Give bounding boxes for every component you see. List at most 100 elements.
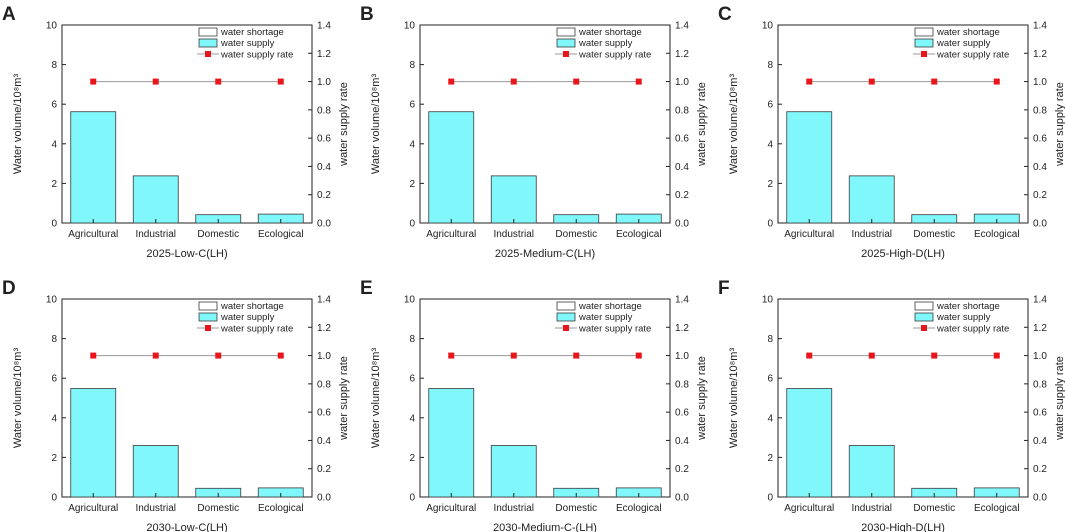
- supply-bar: [490, 175, 537, 224]
- y-tick-label: 2: [767, 179, 773, 190]
- y2-tick-label: 1.4: [675, 21, 689, 32]
- rate-marker: [510, 352, 517, 359]
- y2-tick-label: 0.4: [675, 436, 689, 447]
- y2-tick-label: 0.0: [317, 219, 331, 230]
- x-tick-label: Industrial: [851, 503, 892, 514]
- y2-tick-label: 0.2: [1033, 464, 1047, 475]
- rate-marker: [215, 78, 222, 85]
- y-axis-title: Water volume/10⁸m³: [12, 74, 24, 175]
- supply-bar: [132, 175, 179, 224]
- y2-tick-label: 0.8: [1033, 105, 1047, 116]
- rate-marker: [448, 352, 455, 359]
- legend-label-supply: water supply: [578, 38, 633, 49]
- supply-bar: [490, 445, 537, 498]
- y-tick-label: 8: [409, 60, 415, 71]
- legend-swatch-rate-marker: [205, 51, 211, 57]
- legend-swatch-supply: [556, 312, 576, 322]
- legend-swatch-supply: [914, 312, 934, 322]
- legend-swatch-supply: [556, 38, 576, 48]
- panel-letter: D: [2, 278, 16, 299]
- y-tick-label: 8: [767, 60, 773, 71]
- y2-tick-label: 1.2: [317, 49, 331, 60]
- y2-tick-label: 0.4: [317, 436, 331, 447]
- y2-tick-label: 0.4: [317, 162, 331, 173]
- y2-tick-label: 0.0: [675, 219, 689, 230]
- supply-bar: [786, 388, 833, 498]
- x-tick-label: Industrial: [135, 229, 176, 240]
- legend-swatch-supply: [198, 38, 218, 48]
- supply-bar: [786, 111, 833, 224]
- x-axis-title: 2030-Medium-C-(LH): [493, 522, 597, 532]
- supply-bar: [848, 445, 895, 498]
- legend-label-rate: water supply rate: [220, 324, 293, 335]
- rate-marker: [510, 78, 517, 85]
- y2-tick-label: 1.0: [1033, 77, 1047, 88]
- y2-tick-label: 0.4: [1033, 162, 1047, 173]
- x-tick-label: Ecological: [616, 503, 662, 514]
- y2-tick-label: 0.6: [675, 134, 689, 145]
- y2-tick-label: 0.6: [1033, 134, 1047, 145]
- y-tick-label: 0: [767, 219, 773, 230]
- chart-panel-E: E 0 2 4 6 8 10 0.0 0.2 0.4 0.6 0.8 1.0 1.2 1.4 Water vo…: [360, 278, 708, 532]
- y2-tick-label: 1.0: [675, 77, 689, 88]
- legend-label-rate: water supply rate: [578, 324, 651, 335]
- rate-marker: [993, 352, 1000, 359]
- y2-axis-title: water supply rate: [1054, 82, 1065, 167]
- y2-axis-title: water supply rate: [338, 82, 350, 167]
- y-tick-label: 4: [409, 413, 415, 424]
- y-tick-label: 10: [46, 21, 58, 32]
- y-tick-label: 8: [51, 334, 57, 345]
- legend-swatch-supply: [198, 312, 218, 322]
- y2-tick-label: 1.4: [317, 21, 331, 32]
- rate-marker: [806, 78, 813, 85]
- x-tick-label: Domestic: [913, 503, 955, 514]
- rate-marker: [277, 78, 284, 85]
- y2-tick-label: 1.4: [675, 295, 689, 306]
- y2-axis-title: water supply rate: [696, 356, 708, 441]
- x-tick-label: Agricultural: [784, 503, 834, 514]
- y-tick-label: 2: [409, 453, 415, 464]
- x-tick-label: Ecological: [258, 503, 304, 514]
- rate-marker: [90, 78, 97, 85]
- y2-tick-label: 1.2: [1033, 49, 1047, 60]
- rate-marker: [573, 78, 580, 85]
- y-tick-label: 2: [767, 453, 773, 464]
- legend-label-rate: water supply rate: [578, 50, 651, 61]
- y2-tick-label: 1.2: [317, 323, 331, 334]
- legend-label-shortage: water shortage: [578, 301, 642, 312]
- rate-marker: [868, 78, 875, 85]
- y-tick-label: 10: [762, 21, 774, 32]
- y2-axis-title: water supply rate: [1054, 356, 1065, 441]
- y2-tick-label: 0.8: [675, 379, 689, 390]
- y2-tick-label: 0.8: [675, 105, 689, 116]
- y2-tick-label: 1.4: [1033, 295, 1047, 306]
- y-tick-label: 6: [51, 100, 57, 111]
- rate-marker: [868, 352, 875, 359]
- x-tick-label: Industrial: [135, 503, 176, 514]
- rate-marker: [448, 78, 455, 85]
- legend-label-rate: water supply rate: [936, 324, 1009, 335]
- y-tick-label: 10: [762, 295, 774, 306]
- y2-tick-label: 1.0: [1033, 351, 1047, 362]
- y2-tick-label: 0.8: [1033, 379, 1047, 390]
- y-tick-label: 0: [51, 219, 57, 230]
- y2-tick-label: 0.6: [317, 134, 331, 145]
- y-tick-label: 6: [767, 100, 773, 111]
- legend-label-supply: water supply: [936, 38, 991, 49]
- legend-label-shortage: water shortage: [936, 27, 1000, 38]
- y2-tick-label: 0.0: [1033, 493, 1047, 504]
- x-axis-title: 2030-High-D(LH): [861, 522, 945, 532]
- legend-swatch-rate-marker: [921, 325, 927, 331]
- y2-tick-label: 1.4: [1033, 21, 1047, 32]
- plot-frame: [61, 298, 313, 498]
- x-tick-label: Agricultural: [426, 503, 476, 514]
- rate-marker: [152, 352, 159, 359]
- x-tick-label: Agricultural: [426, 229, 476, 240]
- x-axis-title: 2025-High-D(LH): [861, 248, 945, 260]
- y2-tick-label: 0.6: [317, 408, 331, 419]
- x-axis-title: 2025-Medium-C(LH): [495, 248, 595, 260]
- panel-letter: C: [718, 4, 732, 25]
- y-tick-label: 0: [767, 493, 773, 504]
- x-tick-label: Domestic: [197, 229, 239, 240]
